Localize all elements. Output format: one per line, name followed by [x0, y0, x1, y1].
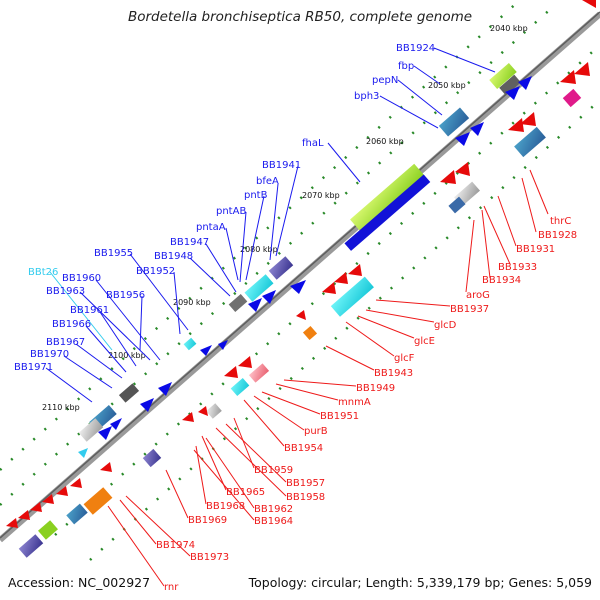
label-BB1960[interactable]: BB1960 — [62, 273, 101, 284]
label-pntB[interactable]: pntB — [244, 190, 268, 201]
kbp-2070: 2070 kbp — [302, 191, 340, 200]
label-BB1965[interactable]: BB1965 — [226, 487, 265, 498]
label-BB1973[interactable]: BB1973 — [190, 552, 229, 563]
label-BB1947[interactable]: BB1947 — [170, 237, 209, 248]
kbp-2110: 2110 kbp — [42, 403, 80, 412]
label-bph3[interactable]: bph3 — [354, 91, 379, 102]
accession-text: Accession: NC_002927 — [8, 575, 151, 590]
label-BB1924[interactable]: BB1924 — [396, 43, 435, 54]
label-BB1961[interactable]: BB1961 — [70, 305, 109, 316]
label-pntaA[interactable]: pntaA — [196, 222, 226, 233]
kbp-2040: 2040 kbp — [490, 24, 528, 33]
label-BB1948[interactable]: BB1948 — [154, 251, 193, 262]
genome-stats-text: Topology: circular; Length: 5,339,179 bp… — [248, 575, 592, 590]
label-BB1931[interactable]: BB1931 — [516, 244, 555, 255]
reverse-arrows[interactable] — [6, 0, 596, 528]
label-BB1934[interactable]: BB1934 — [482, 275, 521, 286]
label-BB1967[interactable]: BB1967 — [46, 337, 85, 348]
forward-features[interactable] — [78, 62, 521, 442]
label-BB1964[interactable]: BB1964 — [254, 516, 293, 527]
label-BB1951[interactable]: BB1951 — [320, 411, 359, 422]
reverse-label-text: thrC BB1928 BB1931 BB1933 BB1934 aroG BB… — [156, 216, 577, 593]
label-fhaL[interactable]: fhaL — [302, 138, 324, 149]
label-BB1969[interactable]: BB1969 — [188, 515, 227, 526]
label-BB1933[interactable]: BB1933 — [498, 262, 537, 273]
forward-arrows[interactable] — [78, 76, 532, 458]
label-pepN[interactable]: pepN — [372, 75, 398, 86]
label-BB1963[interactable]: BB1963 — [46, 286, 85, 297]
label-BB1943[interactable]: BB1943 — [374, 368, 413, 379]
label-rnr[interactable]: rnr — [164, 582, 179, 593]
label-bfeA[interactable]: bfeA — [256, 176, 279, 187]
label-BB1928[interactable]: BB1928 — [538, 230, 577, 241]
label-aroG[interactable]: aroG — [466, 290, 490, 301]
label-BB1971[interactable]: BB1971 — [14, 362, 53, 373]
label-glcD[interactable]: glcD — [434, 320, 457, 331]
label-mnmA[interactable]: mnmA — [338, 397, 371, 408]
label-BB1970[interactable]: BB1970 — [30, 349, 69, 360]
label-BB1962[interactable]: BB1962 — [254, 504, 293, 515]
forward-label-text: BB1924 fbp pepN bph3 fhaL BB1941 bfeA pn… — [14, 43, 435, 373]
label-BB1955[interactable]: BB1955 — [94, 248, 133, 259]
label-BB1949[interactable]: BB1949 — [356, 383, 395, 394]
reverse-features[interactable] — [18, 88, 582, 558]
label-fbp[interactable]: fbp — [398, 61, 414, 72]
label-BB1956[interactable]: BB1956 — [106, 290, 145, 301]
map-title: Bordetella bronchiseptica RB50, complete… — [127, 9, 473, 25]
label-BB1957[interactable]: BB1957 — [286, 478, 325, 489]
kbp-2050: 2050 kbp — [428, 81, 466, 90]
label-glcE[interactable]: glcE — [414, 336, 435, 347]
forward-labels — [45, 47, 496, 403]
kbp-2060: 2060 kbp — [366, 137, 404, 146]
kbp-2090: 2090 kbp — [173, 298, 211, 307]
reverse-labels — [107, 169, 549, 587]
label-thrC[interactable]: thrC — [550, 216, 571, 227]
label-BB1941[interactable]: BB1941 — [262, 160, 301, 171]
label-BB1958[interactable]: BB1958 — [286, 492, 325, 503]
label-BBt26[interactable]: BBt26 — [28, 267, 58, 278]
label-BB1937[interactable]: BB1937 — [450, 304, 489, 315]
label-BB1954[interactable]: BB1954 — [284, 443, 323, 454]
label-pntAB[interactable]: pntAB — [216, 206, 246, 217]
label-glcF[interactable]: glcF — [394, 353, 415, 364]
label-BB1968[interactable]: BB1968 — [206, 501, 245, 512]
label-BB1974[interactable]: BB1974 — [156, 540, 195, 551]
kbp-2080: 2080 kbp — [240, 245, 278, 254]
label-purB[interactable]: purB — [304, 426, 328, 437]
genome-backbone — [0, 11, 600, 543]
kbp-2100: 2100 kbp — [108, 351, 146, 360]
label-BB1966[interactable]: BB1966 — [52, 319, 91, 330]
label-BB1959[interactable]: BB1959 — [254, 465, 293, 476]
label-BB1952[interactable]: BB1952 — [136, 266, 175, 277]
